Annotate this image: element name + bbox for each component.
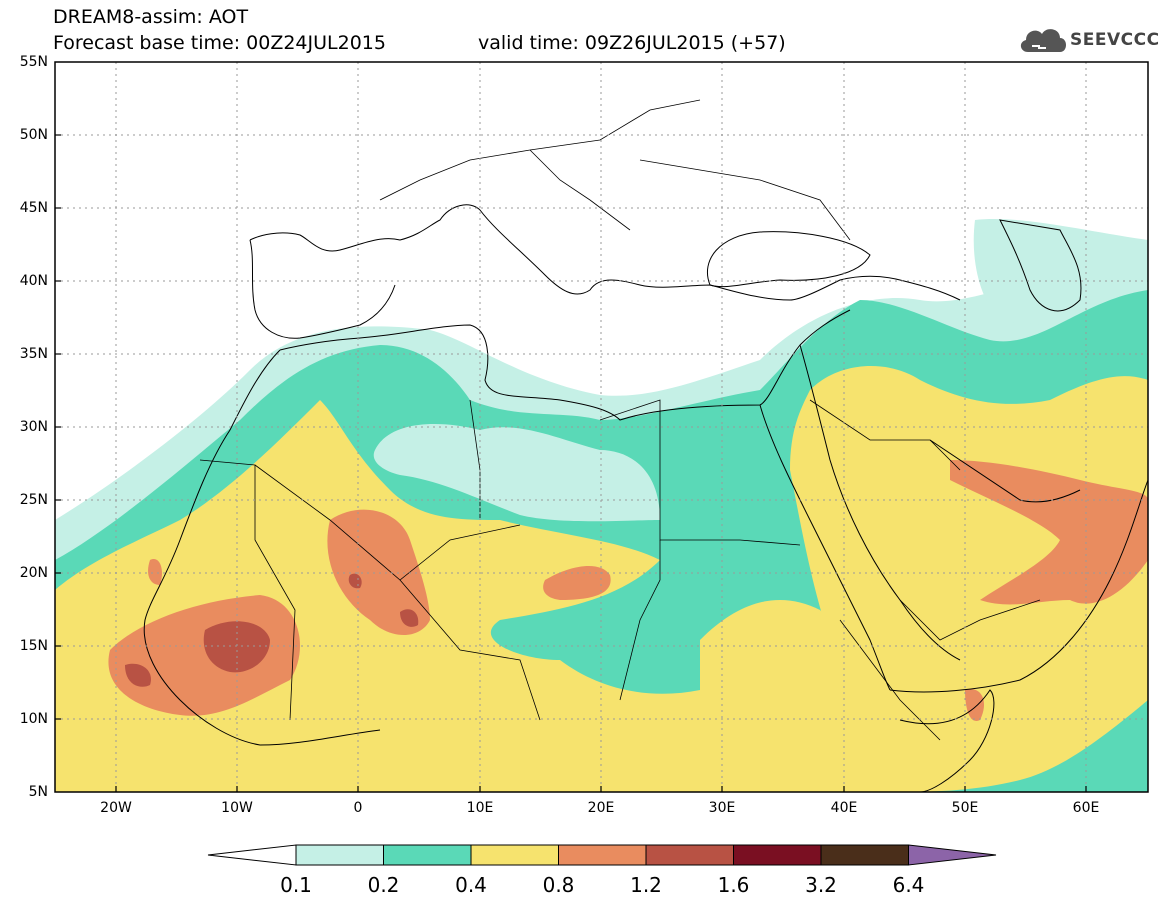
valid-time: valid time: 09Z26JUL2015 (+57) — [478, 32, 786, 54]
colorbar-over-arrow — [908, 844, 997, 866]
colorbar-label: 3.2 — [805, 873, 837, 897]
lon-label: 20E — [587, 800, 615, 816]
colorbar-swatch-0 — [295, 844, 384, 866]
lat-label: 30N — [19, 419, 48, 435]
lon-label: 60E — [1072, 800, 1100, 816]
colorbar-under-arrow — [207, 844, 297, 866]
logo-text: SEEVCCC — [1070, 30, 1160, 50]
colorbar-swatch-5 — [733, 844, 822, 866]
lat-label: 55N — [19, 54, 48, 70]
lon-label: 40E — [830, 800, 858, 816]
colorbar-label: 1.2 — [630, 873, 662, 897]
coastlines — [143, 204, 1148, 792]
lon-label: 30E — [708, 800, 736, 816]
lat-label: 10N — [19, 711, 48, 727]
lat-label: 25N — [19, 492, 48, 508]
colorbar-label: 1.6 — [717, 873, 750, 897]
lat-label: 45N — [19, 200, 48, 216]
colorbar-label: 0.2 — [367, 873, 400, 897]
seevccc-logo: SEEVCCC — [1018, 22, 1160, 62]
lat-label: 20N — [19, 565, 48, 581]
lon-label: 10W — [221, 800, 253, 816]
lat-label: 15N — [19, 638, 48, 654]
cloud-icon — [1020, 29, 1066, 52]
colorbar-swatch-2 — [470, 844, 559, 866]
lon-label: 10E — [466, 800, 494, 816]
lon-label: 0 — [353, 800, 363, 816]
lat-label: 35N — [19, 346, 48, 362]
map-title: DREAM8-assim: AOT — [53, 6, 249, 28]
lat-label: 40N — [19, 273, 48, 289]
aot-band-0.4-horn — [700, 600, 905, 792]
colorbar — [207, 844, 997, 866]
country-borders — [199, 99, 1041, 741]
colorbar-label: 6.4 — [892, 873, 925, 897]
aot-band-0.1-libya — [373, 424, 660, 522]
forecast-base-time: Forecast base time: 00Z24JUL2015 — [53, 32, 386, 54]
lon-label: 20W — [100, 800, 132, 816]
aot-band-1.2 — [125, 573, 419, 687]
colorbar-swatch-4 — [645, 844, 734, 866]
lon-label: 50E — [951, 800, 979, 816]
lat-label: 5N — [28, 784, 48, 800]
colorbar-swatch-3 — [558, 844, 647, 866]
graticule — [55, 62, 1148, 792]
colorbar-label: 0.1 — [280, 873, 312, 897]
aot-band-0.1-caspian — [973, 219, 1148, 325]
colorbar-label: 0.8 — [542, 873, 575, 897]
colorbar-swatch-1 — [383, 844, 472, 866]
colorbar-swatch-6 — [820, 844, 909, 866]
lat-label: 50N — [19, 127, 48, 143]
colorbar-label: 0.4 — [455, 873, 487, 897]
axis-ticks — [55, 134, 1087, 792]
